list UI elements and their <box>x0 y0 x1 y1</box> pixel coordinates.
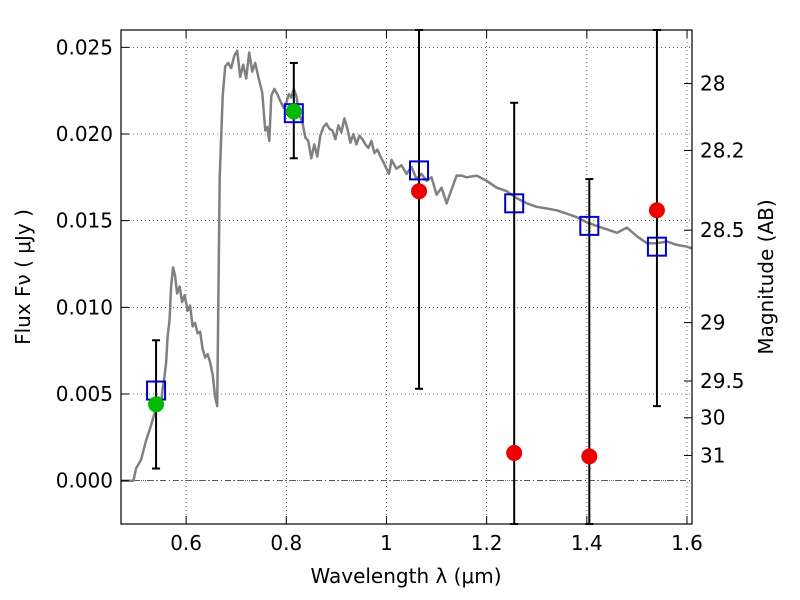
mag-tick-label: 29 <box>700 311 725 335</box>
plot-frame <box>120 29 693 525</box>
x-tick-label: 0.8 <box>270 531 302 555</box>
axis-ticks: 0.6 0.8 1 1.2 1.4 1.6 0.000 0.005 0.010 0.015 0.02… <box>56 30 745 555</box>
mag-tick-label: 29.5 <box>700 369 745 393</box>
y2-axis-label: Magnitude (AB) <box>754 199 778 354</box>
observed-point-red <box>506 444 523 461</box>
mag-tick-label: 28.2 <box>700 138 745 162</box>
sed-model-line <box>121 49 693 482</box>
model-photometry-square <box>504 193 525 214</box>
y-tick-label: 0.020 <box>56 122 113 146</box>
model-photometry-square <box>409 160 430 181</box>
observed-point-red <box>581 448 598 465</box>
x-tick-label: 0.6 <box>170 531 202 555</box>
observed-point-red <box>411 183 428 200</box>
mag-tick-label: 28.5 <box>700 218 745 242</box>
y-tick-label: 0.000 <box>56 469 113 493</box>
x-tick-label: 1 <box>380 531 393 555</box>
observed-point-green <box>285 103 302 120</box>
y-tick-label: 0.010 <box>56 295 113 319</box>
x-axis-label: Wavelength λ (μm) <box>310 564 501 588</box>
sed-model-curve <box>121 49 693 482</box>
model-photometry-square <box>646 236 667 257</box>
model-photometry-square <box>579 215 600 236</box>
x-tick-label: 1.2 <box>471 531 503 555</box>
y-tick-label: 0.005 <box>56 382 113 406</box>
y-axis-label: Flux Fν ( μJy ) <box>11 209 35 345</box>
x-tick-label: 1.4 <box>571 531 603 555</box>
observed-point-green <box>148 396 165 413</box>
observed-point-red <box>648 202 665 219</box>
y-tick-label: 0.025 <box>56 35 113 59</box>
x-tick-label: 1.6 <box>671 531 703 555</box>
y-tick-label: 0.015 <box>56 209 113 233</box>
data-markers <box>146 103 667 465</box>
grid <box>121 30 692 524</box>
mag-tick-label: 28 <box>700 72 725 96</box>
error-bars <box>152 29 661 525</box>
mag-tick-label: 30 <box>700 406 725 430</box>
mag-tick-label: 31 <box>700 444 725 468</box>
